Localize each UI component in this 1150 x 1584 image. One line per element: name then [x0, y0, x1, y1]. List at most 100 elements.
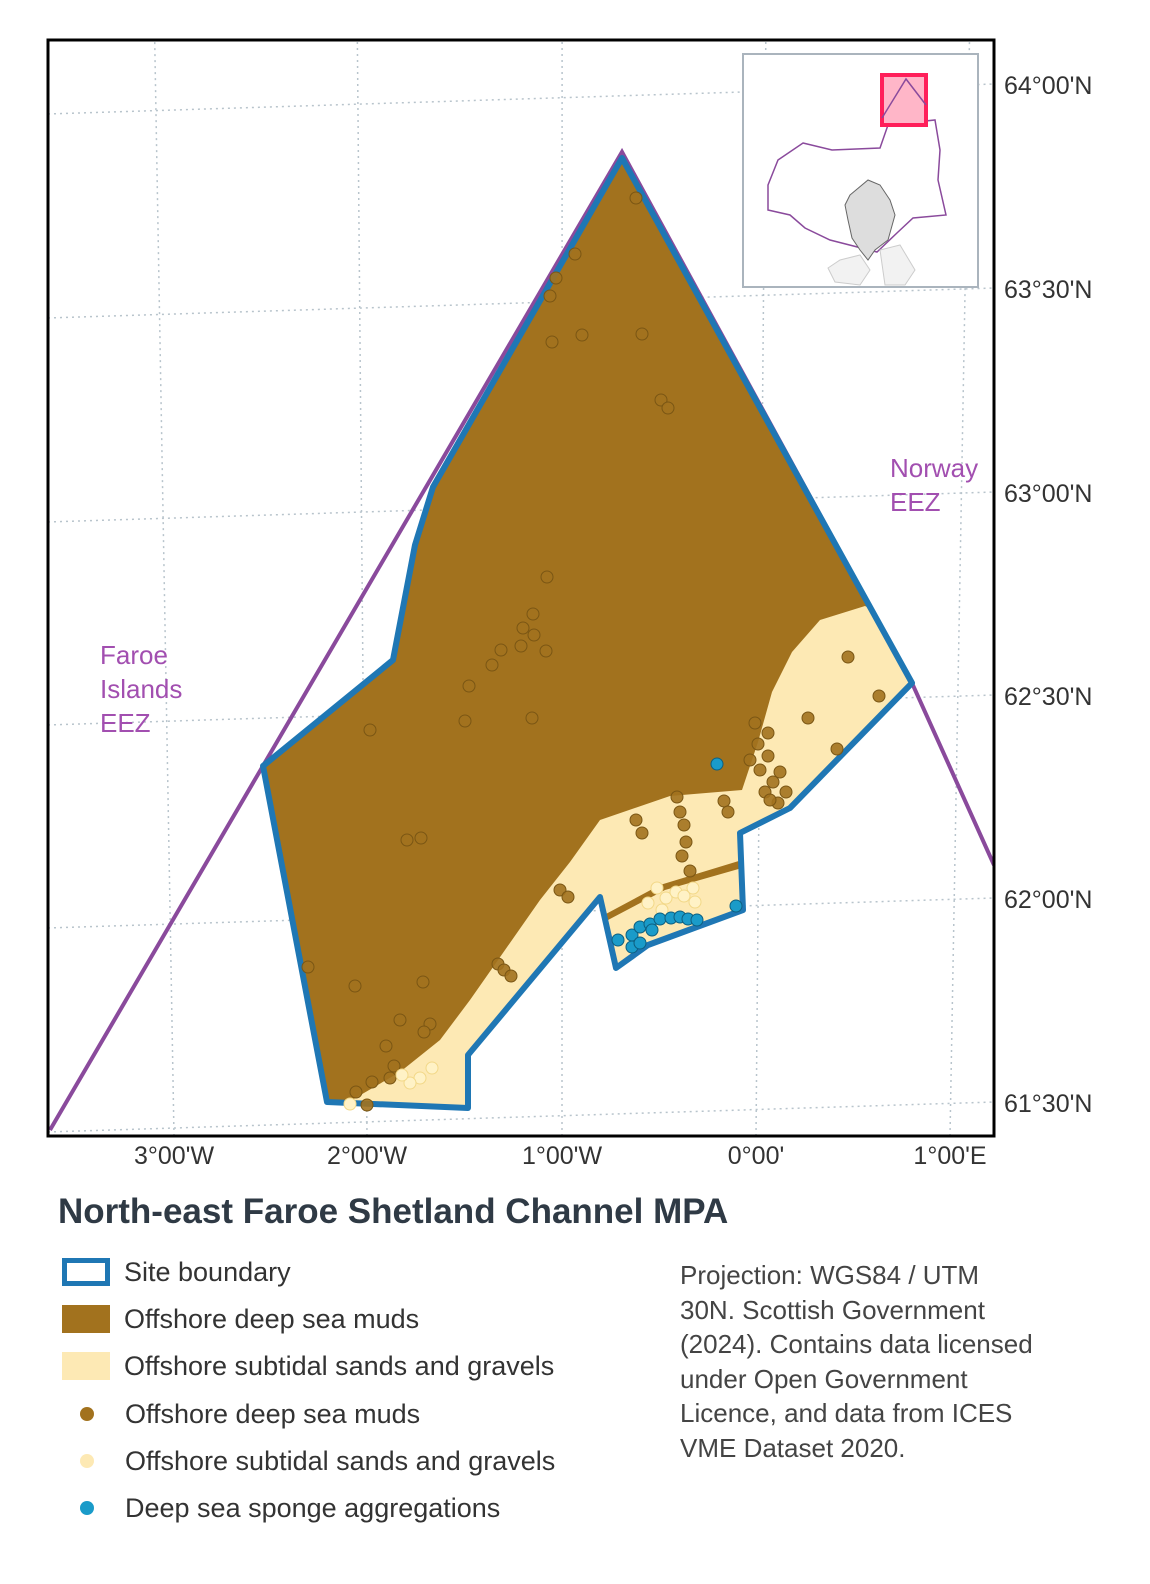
- deep-sea-muds-point: [766, 775, 780, 789]
- sponge-aggregation-point: [645, 923, 659, 937]
- latitude-gridline: [48, 1101, 994, 1133]
- sands-point-icon: [80, 1454, 94, 1468]
- deep-sea-muds-point: [458, 714, 472, 728]
- muds-point-icon: [80, 1407, 94, 1421]
- deep-sea-muds-point: [416, 975, 430, 989]
- deep-sea-muds-point: [575, 328, 589, 342]
- deep-sea-muds-point: [379, 1039, 393, 1053]
- deep-sea-muds-point: [568, 247, 582, 261]
- deep-sea-muds-point: [677, 818, 691, 832]
- deep-sea-muds-point: [761, 726, 775, 740]
- deep-sea-muds-point: [525, 711, 539, 725]
- sponge-aggregation-point: [611, 933, 625, 947]
- deep-sea-muds-point: [387, 1059, 401, 1073]
- deep-sea-muds-point: [561, 890, 575, 904]
- sponge-aggregation-point: [729, 899, 743, 913]
- sponge-aggregation-point: [633, 936, 647, 950]
- latitude-gridline: [48, 83, 994, 115]
- deep-sea-muds-point: [751, 737, 765, 751]
- deep-sea-muds-point: [504, 969, 518, 983]
- deep-sea-muds-point: [514, 639, 528, 653]
- deep-sea-muds-point: [761, 749, 775, 763]
- deep-sea-muds-point: [779, 785, 793, 799]
- subtidal-sands-point: [641, 896, 655, 910]
- scotland-eez-outline: [767, 119, 947, 253]
- subtidal-sands-point: [403, 1076, 417, 1090]
- lat-label: 62°30'N: [1004, 683, 1093, 711]
- projection-credit-text: Projection: WGS84 / UTM 30N. Scottish Go…: [680, 1260, 1033, 1463]
- lat-label: 63°00'N: [1004, 480, 1093, 508]
- deep-sea-muds-point: [462, 679, 476, 693]
- site-boundary: [260, 155, 915, 1111]
- deep-sea-muds-point: [414, 831, 428, 845]
- legend-label: Offshore deep sea muds: [125, 1398, 421, 1429]
- deep-sea-muds-band: [604, 860, 742, 920]
- deep-sea-muds-point: [841, 650, 855, 664]
- deep-sea-muds-point: [365, 1075, 379, 1089]
- lat-label: 62°00'N: [1004, 886, 1093, 914]
- deep-sea-muds-point: [526, 607, 540, 621]
- subtidal-sands-habitat: [330, 606, 912, 1108]
- legend-label: Deep sea sponge aggregations: [125, 1492, 501, 1523]
- latitude-gridline: [48, 491, 994, 523]
- lon-label: 1°00'W: [521, 1142, 603, 1170]
- subtidal-sands-point: [686, 881, 700, 895]
- deep-sea-muds-point: [675, 849, 689, 863]
- lon-label: 3°00'W: [133, 1142, 215, 1170]
- legend-item: Offshore deep sea muds: [62, 1299, 419, 1339]
- subtidal-sands-point: [650, 881, 664, 895]
- eez-label-line: EEZ: [890, 487, 941, 517]
- eez-label-line: Norway: [890, 453, 979, 483]
- deep-sea-muds-point: [383, 1071, 397, 1085]
- legend-item: Offshore deep sea muds: [62, 1394, 420, 1434]
- deep-sea-muds-point: [417, 1025, 431, 1039]
- legend-item: Offshore subtidal sands and gravels: [62, 1441, 555, 1481]
- scotland-landmass: [844, 179, 896, 261]
- sponge-aggregation-point: [690, 913, 704, 927]
- latitude-gridline: [48, 694, 994, 726]
- legend-label: Site boundary: [124, 1256, 291, 1287]
- deep-sea-muds-point: [717, 794, 731, 808]
- site-location-box: [880, 73, 928, 127]
- lon-label: 0°00': [727, 1142, 785, 1170]
- deep-sea-muds-point: [801, 711, 815, 725]
- ireland-england-landmass: [827, 244, 916, 286]
- subtidal-sands-point: [688, 895, 702, 909]
- sands-swatch: [62, 1352, 110, 1380]
- deep-sea-muds-point: [348, 979, 362, 993]
- map-title: North-east Faroe Shetland Channel MPA: [58, 1192, 729, 1231]
- deep-sea-muds-point: [753, 763, 767, 777]
- legend-item: Site boundary: [62, 1252, 291, 1292]
- map-frame: [46, 38, 996, 1138]
- faroe-eez-label: Faroe Islands EEZ: [100, 638, 182, 740]
- deep-sea-muds-point: [683, 864, 697, 878]
- deep-sea-muds-point: [748, 716, 762, 730]
- longitude-gridline: [153, 40, 175, 1136]
- subtidal-sands-point: [343, 1097, 357, 1111]
- deep-sea-muds-point: [540, 570, 554, 584]
- legend-label: Offshore subtidal sands and gravels: [125, 1445, 556, 1476]
- deep-sea-muds-point: [673, 805, 687, 819]
- legend-label: Offshore deep sea muds: [124, 1303, 420, 1334]
- legend-item: Deep sea sponge aggregations: [62, 1488, 500, 1528]
- site-boundary-swatch: [62, 1258, 110, 1286]
- subtidal-sands-point: [677, 889, 691, 903]
- lat-label: 64°00'N: [1004, 72, 1093, 100]
- deep-sea-muds-point: [363, 723, 377, 737]
- deep-sea-muds-point: [393, 1013, 407, 1027]
- locator-inset-map: [742, 53, 979, 288]
- deep-sea-muds-point: [661, 401, 675, 415]
- eez-label-line: Faroe: [100, 640, 168, 670]
- deep-sea-muds-point: [360, 1098, 374, 1112]
- deep-sea-muds-point: [543, 289, 557, 303]
- deep-sea-muds-point: [400, 833, 414, 847]
- deep-sea-muds-point: [635, 327, 649, 341]
- deep-sea-muds-point: [679, 835, 693, 849]
- deep-sea-muds-point: [629, 191, 643, 205]
- deep-sea-muds-point: [670, 790, 684, 804]
- deep-sea-muds-point: [545, 335, 559, 349]
- longitude-gridline: [356, 40, 368, 1136]
- deep-sea-muds-habitat: [263, 158, 912, 1108]
- deep-sea-muds-point: [629, 813, 643, 827]
- deep-sea-muds-point: [301, 960, 315, 974]
